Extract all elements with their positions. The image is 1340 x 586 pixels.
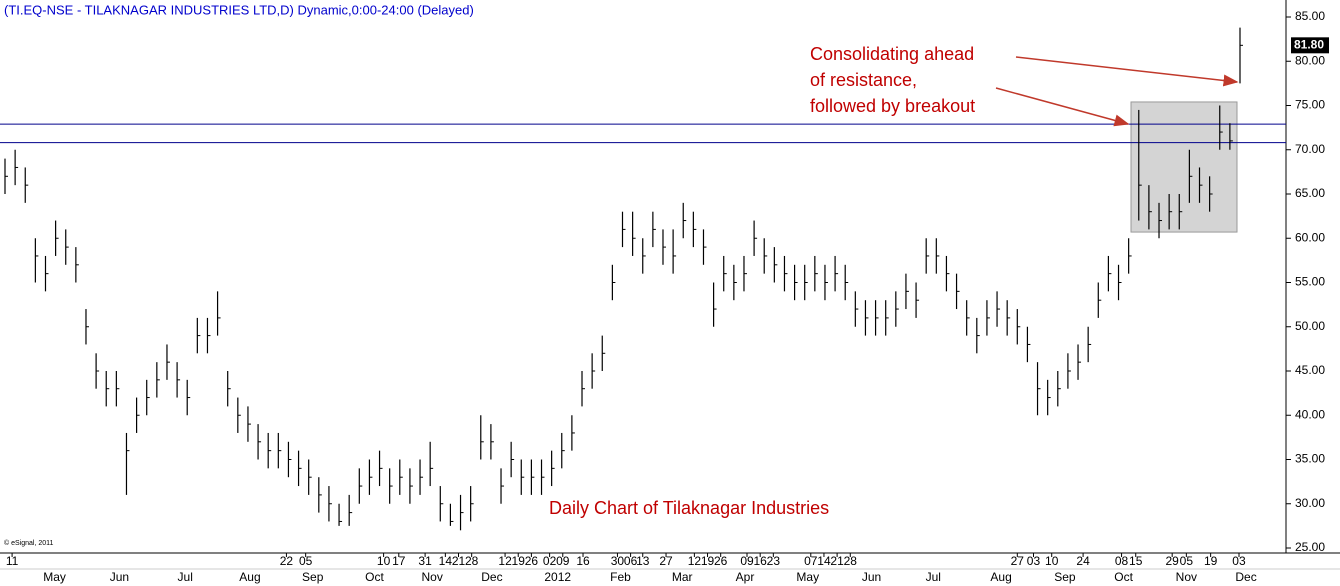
x-tick-label: 26 (714, 554, 728, 568)
x-tick-label: 10 (1045, 554, 1059, 568)
month-label: May (796, 570, 819, 584)
annotation: of resistance, (810, 70, 917, 90)
x-tick-label: 09 (556, 554, 570, 568)
month-label: Aug (990, 570, 1011, 584)
x-tick-label: 12 (498, 554, 512, 568)
y-tick-label: 45.00 (1295, 363, 1325, 377)
month-label: Oct (365, 570, 384, 584)
month-label: Jul (926, 570, 941, 584)
x-tick-label: 08 (1115, 554, 1129, 568)
x-tick-label: 13 (636, 554, 650, 568)
y-tick-label: 60.00 (1295, 230, 1325, 244)
x-tick-label: 05 (299, 554, 313, 568)
arrow (995, 87, 1130, 127)
x-tick-label: 27 (1011, 554, 1025, 568)
x-tick-label: 24 (1076, 554, 1090, 568)
month-label: Dec (1235, 570, 1256, 584)
x-tick-label: 31 (418, 554, 432, 568)
last-price-label: 81.80 (1294, 37, 1324, 51)
plot-area (0, 27, 1286, 531)
x-tick-label: 19 (1204, 554, 1218, 568)
month-label: Aug (239, 570, 260, 584)
y-tick-label: 65.00 (1295, 186, 1325, 200)
y-tick-label: 75.00 (1295, 98, 1325, 112)
consolidation-box (1130, 101, 1238, 233)
y-tick-label: 55.00 (1295, 275, 1325, 289)
y-tick-label: 35.00 (1295, 452, 1325, 466)
annotation: followed by breakout (810, 96, 975, 116)
x-tick-label: 05 (1180, 554, 1194, 568)
x-tick-label: 23 (767, 554, 781, 568)
x-tick-label: 07 (804, 554, 818, 568)
y-tick-label: 40.00 (1295, 407, 1325, 421)
chart-caption: Daily Chart of Tilaknagar Industries (549, 498, 829, 518)
x-tick-label: 16 (576, 554, 590, 568)
x-tick-label: 14 (439, 554, 453, 568)
x-tick-label: 26 (525, 554, 539, 568)
x-tick-label: 03 (1232, 554, 1246, 568)
x-tick-label: 21 (830, 554, 844, 568)
y-tick-label: 30.00 (1295, 496, 1325, 510)
x-tick-label: 03 (1027, 554, 1041, 568)
copyright: © eSignal, 2011 (4, 539, 54, 547)
month-label: 2012 (544, 570, 571, 584)
x-tick-label: 12 (688, 554, 702, 568)
annotation: Consolidating ahead (810, 44, 974, 64)
x-tick-label: 09 (740, 554, 754, 568)
y-tick-label: 70.00 (1295, 142, 1325, 156)
x-tick-label: 28 (465, 554, 479, 568)
last-price-box (1291, 37, 1329, 54)
month-label: Jun (110, 570, 129, 584)
y-tick-label: 25.00 (1295, 540, 1325, 554)
y-tick-label: 50.00 (1295, 319, 1325, 333)
month-label: Nov (1176, 570, 1197, 584)
month-label: Feb (610, 570, 631, 584)
x-tick-label: 11 (6, 554, 19, 568)
x-tick-label: 15 (1129, 554, 1143, 568)
x-tick-label: 17 (392, 554, 406, 568)
x-tick-label: 10 (377, 554, 391, 568)
x-tick-label: 19 (512, 554, 526, 568)
month-label: Jun (862, 570, 881, 584)
x-tick-label: 27 (659, 554, 673, 568)
x-tick-label: 21 (452, 554, 466, 568)
month-label: Apr (736, 570, 755, 584)
month-label: Jul (178, 570, 193, 584)
x-tick-label: 28 (844, 554, 858, 568)
month-label: Sep (1054, 570, 1076, 584)
x-tick-label: 30 (611, 554, 625, 568)
x-tick-label: 06 (624, 554, 638, 568)
month-label: Oct (1114, 570, 1133, 584)
x-tick-label: 02 (543, 554, 557, 568)
x-tick-label: 14 (817, 554, 831, 568)
month-label: Nov (422, 570, 443, 584)
month-label: Mar (672, 570, 693, 584)
x-tick-label: 19 (701, 554, 715, 568)
chart-title: (TI.EQ-NSE - TILAKNAGAR INDUSTRIES LTD,D… (4, 2, 474, 17)
y-tick-label: 85.00 (1295, 9, 1325, 23)
month-label: Sep (302, 570, 324, 584)
x-tick-label: 16 (753, 554, 767, 568)
month-label: Dec (481, 570, 502, 584)
x-tick-label: 22 (280, 554, 294, 568)
y-tick-label: 80.00 (1295, 53, 1325, 67)
x-tick-label: 29 (1165, 554, 1179, 568)
arrow (1015, 56, 1239, 87)
month-label: May (43, 570, 66, 584)
